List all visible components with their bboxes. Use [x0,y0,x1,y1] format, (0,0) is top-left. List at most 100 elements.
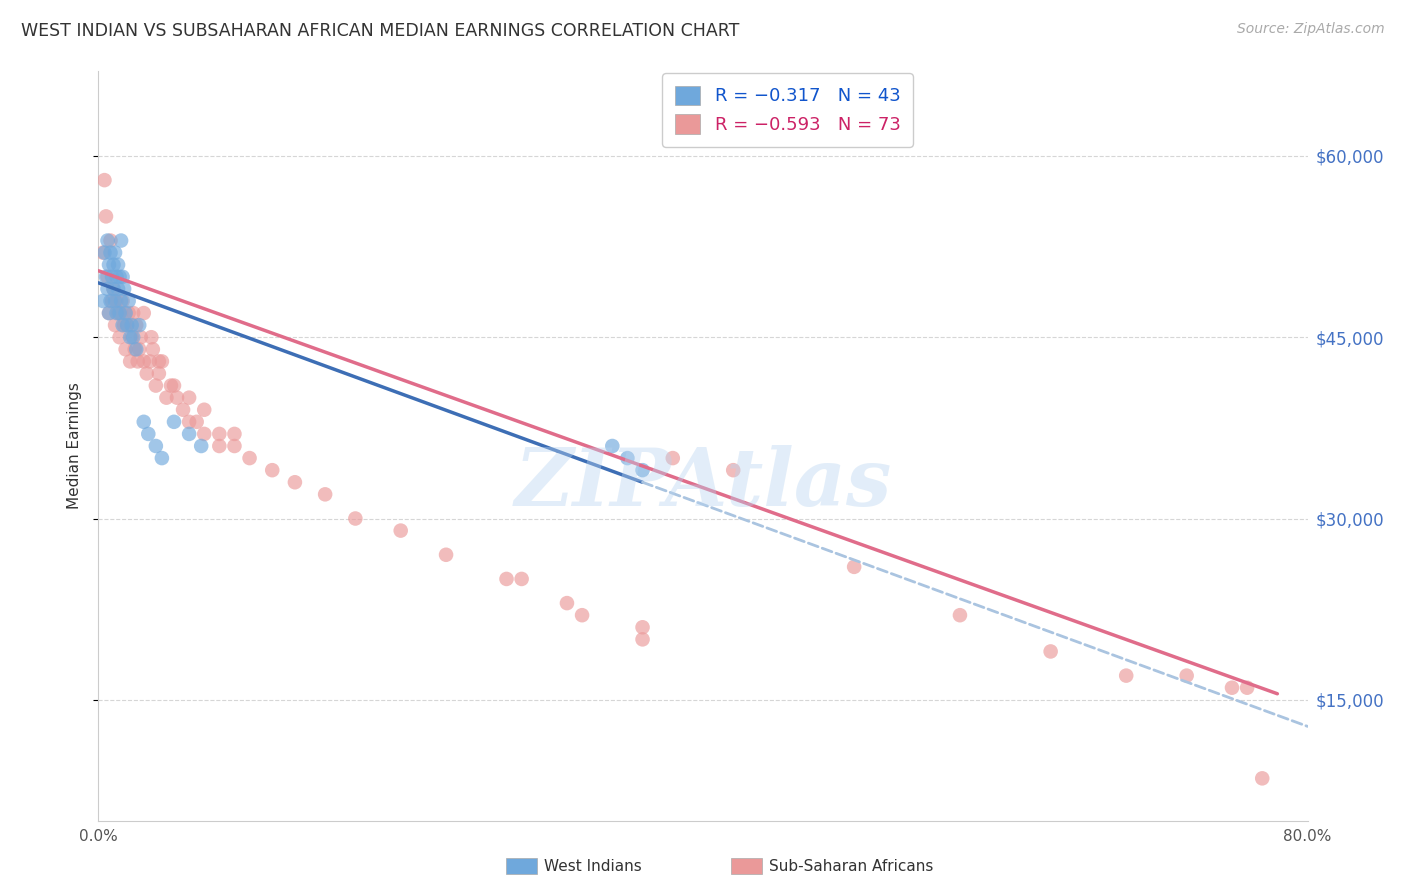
Point [1251,772,1274,786]
Point [91,293,114,308]
Point [495,572,517,586]
Point [94,210,117,224]
Point [602,439,624,453]
Point [112,318,135,333]
Point [172,402,194,417]
Point [166,391,188,405]
Point [100,234,122,248]
Point [125,318,148,333]
Point [114,306,136,320]
Point [118,293,141,308]
Point [344,511,367,525]
Point [135,367,157,381]
Point [129,330,152,344]
Point [120,330,142,344]
Point [114,343,136,357]
Point [844,559,866,574]
Point [111,269,134,284]
Point [124,343,146,357]
Point [389,524,412,538]
Point [510,572,533,586]
Point [262,463,284,477]
Point [661,451,683,466]
Point [179,391,201,405]
Legend: R = −0.317   N = 43, R = −0.593   N = 73: R = −0.317 N = 43, R = −0.593 N = 73 [662,73,912,147]
Point [179,415,201,429]
Point [104,318,127,333]
Point [108,330,131,344]
Point [107,306,129,320]
Point [118,306,141,320]
Text: ZIPAtlas: ZIPAtlas [515,445,891,522]
Point [103,282,125,296]
Point [555,596,578,610]
Point [112,282,135,296]
Point [107,258,129,272]
Y-axis label: Median Earnings: Median Earnings [67,383,83,509]
Point [100,245,122,260]
Point [128,318,150,333]
Point [120,354,142,368]
Point [1236,681,1258,695]
Point [949,608,972,623]
Point [94,269,117,284]
Point [284,475,307,490]
Point [132,306,155,320]
Point [150,354,173,368]
Point [108,306,131,320]
Point [190,439,212,453]
Point [631,632,654,647]
Point [239,451,262,466]
Point [193,426,215,441]
Point [122,306,145,320]
Point [101,269,124,284]
Point [616,451,638,466]
Point [132,354,155,368]
Point [121,330,143,344]
Point [148,354,170,368]
Point [98,306,121,320]
Point [208,426,231,441]
Point [141,330,163,344]
Point [145,378,167,392]
Point [224,426,246,441]
Point [104,293,127,308]
Point [571,608,593,623]
Point [110,306,132,320]
Point [314,487,336,501]
Point [96,282,118,296]
Point [163,415,186,429]
Point [125,343,148,357]
Point [96,234,118,248]
Point [93,245,115,260]
Point [100,293,122,308]
Point [208,439,231,453]
Point [186,415,208,429]
Point [93,173,115,187]
Point [107,282,129,296]
Point [96,269,118,284]
Text: Source: ZipAtlas.com: Source: ZipAtlas.com [1237,22,1385,37]
Point [155,391,177,405]
Point [160,378,183,392]
Point [132,415,155,429]
Point [122,330,145,344]
Point [103,282,125,296]
Text: Sub-Saharan Africans: Sub-Saharan Africans [769,859,934,873]
Point [110,293,132,308]
Point [139,354,162,368]
Point [110,234,132,248]
Point [105,293,128,308]
Point [1175,668,1198,682]
Point [108,269,131,284]
Point [224,439,246,453]
Point [91,245,114,260]
Point [631,620,654,634]
Point [1039,644,1062,658]
Point [101,293,124,308]
Point [121,318,143,333]
Point [98,306,121,320]
Text: West Indians: West Indians [544,859,643,873]
Point [145,439,167,453]
Point [1115,668,1137,682]
